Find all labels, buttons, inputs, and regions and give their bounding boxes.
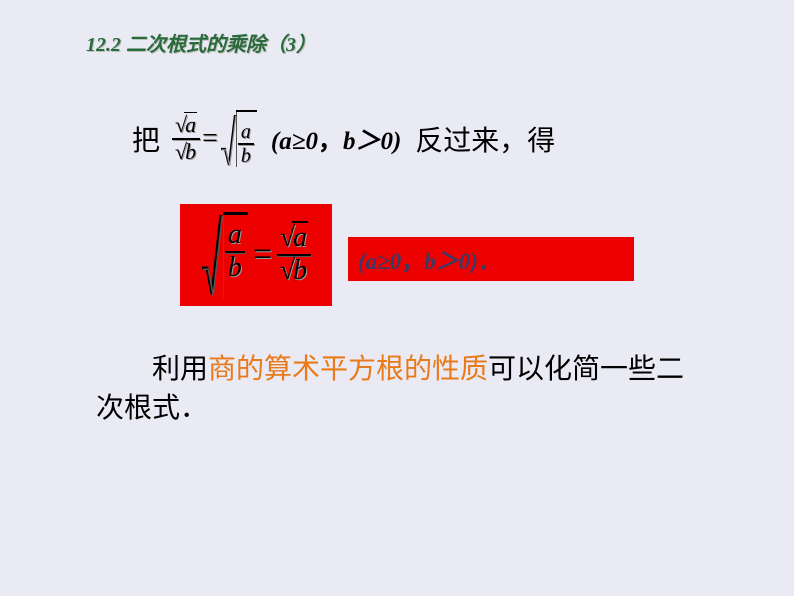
- condition-text: (a≥0，b＞0)．: [358, 242, 501, 276]
- text-prefix: 把: [132, 119, 160, 159]
- sqrt-of-quotient-big: a b: [201, 212, 248, 298]
- sqrt-a-big: a: [280, 223, 308, 254]
- equals-sign: =: [202, 123, 218, 155]
- equals-sign-big: =: [251, 236, 274, 274]
- condition-highlight-box: (a≥0，b＞0)．: [348, 237, 634, 281]
- condition-inline: (a≥0，b＞0): [271, 121, 401, 157]
- intro-line: 把 a b = a b (a≥0，b＞0): [132, 110, 555, 167]
- highlight-term: 商的算术平方根的性质: [208, 354, 488, 385]
- sqrt-of-quotient: a b: [220, 110, 257, 167]
- text-suffix: 反过来，得: [415, 119, 555, 159]
- explanation-text: 利用商的算术平方根的性质可以化简一些二次根式．: [96, 350, 696, 428]
- sqrt-a: a: [175, 113, 197, 137]
- sqrt-b-big: b: [280, 256, 308, 287]
- page-title: 12.2 二次根式的乘除（3）: [86, 28, 316, 57]
- sqrt-b: b: [175, 140, 197, 164]
- formula-quotient-of-roots: a b = a b: [172, 110, 257, 167]
- formula-highlight-box: a b = a b: [180, 204, 332, 306]
